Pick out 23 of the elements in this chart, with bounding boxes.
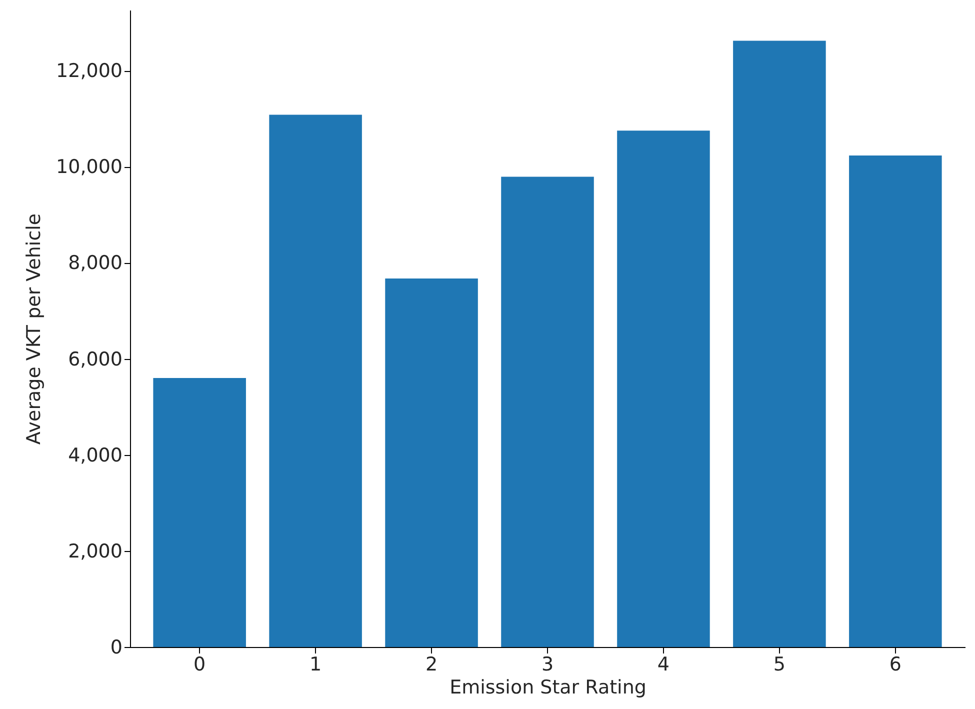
x-tick-label: 4 (657, 654, 670, 676)
y-tick-label: 8,000 (68, 252, 122, 274)
y-tick-label: 12,000 (56, 60, 122, 82)
y-tick-label: 2,000 (68, 540, 122, 562)
bar (153, 378, 246, 647)
y-tick-label: 4,000 (68, 444, 122, 466)
bar (849, 156, 942, 647)
bar (617, 130, 710, 647)
x-tick-label: 0 (194, 654, 206, 676)
y-tick-label: 6,000 (68, 348, 122, 370)
bar (501, 176, 594, 647)
y-axis-title: Average VKT per Vehicle (23, 213, 46, 445)
x-tick-label: 6 (889, 654, 902, 676)
x-tick-label: 5 (773, 654, 786, 676)
bar (385, 278, 478, 647)
x-tick-label: 1 (310, 654, 322, 676)
x-tick-label: 2 (425, 654, 438, 676)
y-tick-label: 10,000 (56, 156, 122, 178)
bar (269, 114, 362, 647)
x-tick-label: 3 (541, 654, 554, 676)
y-tick-label: 0 (110, 636, 122, 658)
x-axis-title: Emission Star Rating (450, 676, 646, 698)
bar (733, 40, 826, 647)
